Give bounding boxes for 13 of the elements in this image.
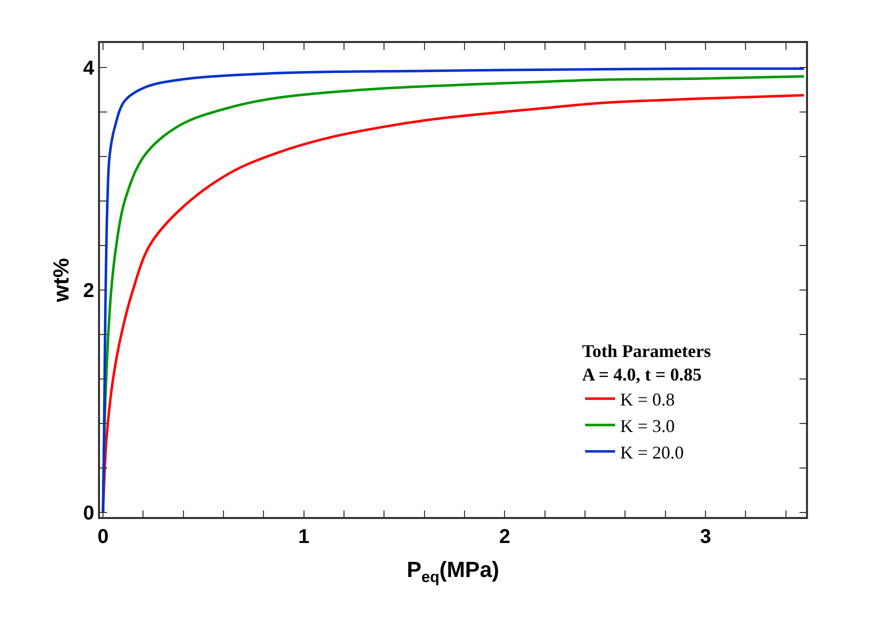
y-axis-title: wt%: [48, 258, 74, 303]
legend-label: K = 0.8: [620, 390, 675, 410]
x-tick-label: 1: [298, 526, 310, 548]
x-tick-label: 3: [700, 526, 712, 548]
legend-title: Toth Parameters A = 4.0, t = 0.85: [582, 341, 711, 384]
y-tick-label: 0: [83, 502, 94, 525]
legend-label: K = 3.0: [620, 416, 675, 436]
legend-label: K = 20.0: [620, 442, 684, 462]
y-tick-label: 4: [83, 57, 96, 80]
x-tick-label: 2: [499, 526, 510, 548]
x-axis-title: P$_{eq}$(MPa): [406, 557, 500, 586]
y-tick-label: 2: [83, 280, 94, 302]
x-tick-label: 0: [97, 526, 109, 548]
